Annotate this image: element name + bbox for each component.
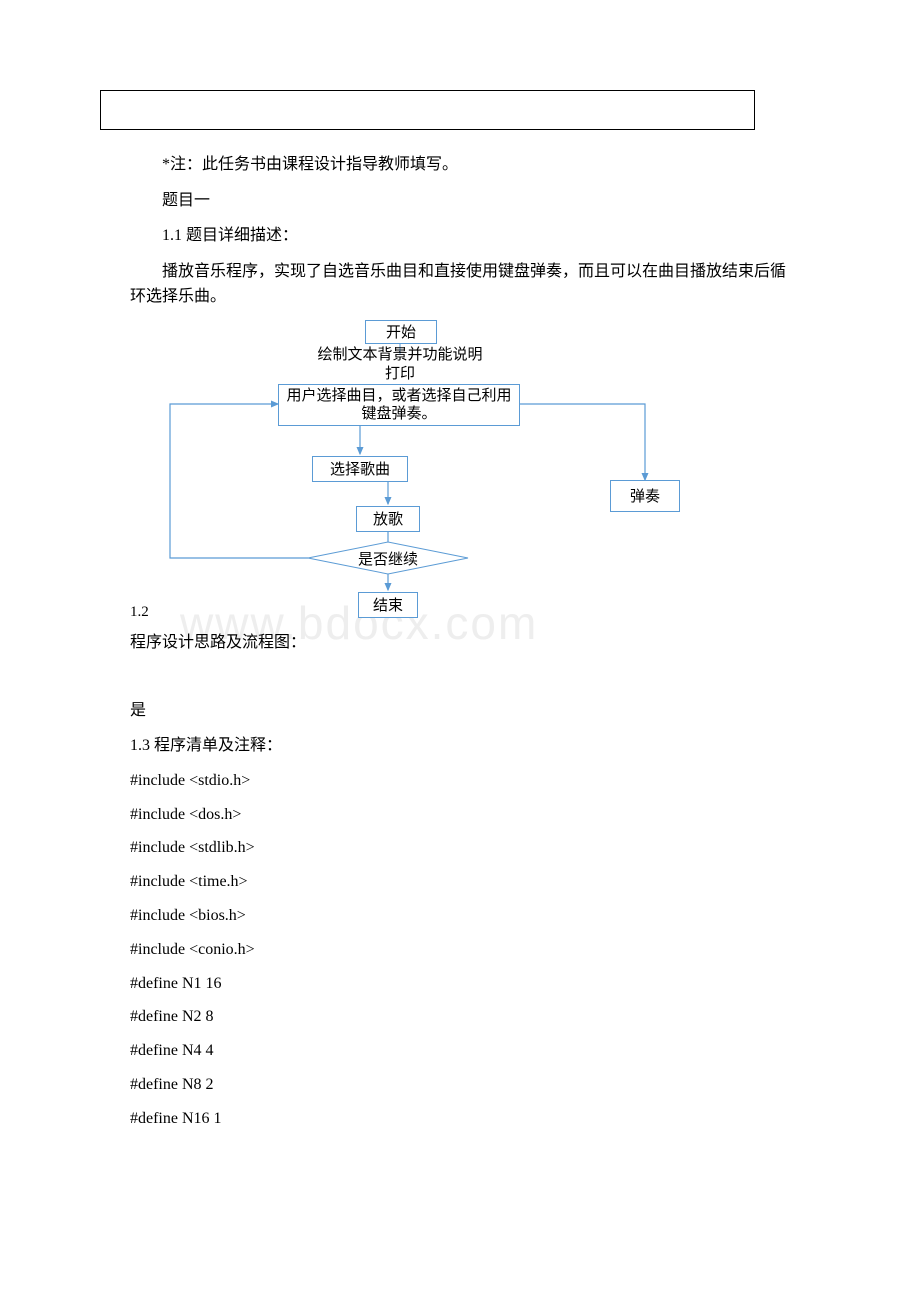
flow-start: 开始 xyxy=(365,320,437,344)
code-line: #define N1 16 xyxy=(130,972,800,997)
document-page: *注：此任务书由课程设计指导教师填写。 题目一 1.1 题目详细描述： 播放音乐… xyxy=(0,0,920,1181)
code-line: #define N2 8 xyxy=(130,1005,800,1030)
empty-header-box xyxy=(100,90,755,130)
flow-select-song: 选择歌曲 xyxy=(312,456,408,482)
section-1-1-body: 播放音乐程序，实现了自选音乐曲目和直接使用键盘弹奏，而且可以在曲目播放结束后循环… xyxy=(130,259,800,310)
code-line: #include <conio.h> xyxy=(130,938,800,963)
section-1-1-title: 1.1 题目详细描述： xyxy=(130,223,800,249)
code-line: #include <time.h> xyxy=(130,870,800,895)
code-line: #include <dos.h> xyxy=(130,803,800,828)
yes-label: 是 xyxy=(130,698,800,724)
code-line: #include <stdlib.h> xyxy=(130,836,800,861)
flow-play-keyboard: 弹奏 xyxy=(610,480,680,512)
code-line: #define N4 4 xyxy=(130,1039,800,1064)
code-line: #include <bios.h> xyxy=(130,904,800,929)
flow-drawbg: 绘制文本背景并功能说明打印 xyxy=(315,346,485,385)
flow-choose: 用户选择曲目，或者选择自己利用键盘弹奏。 xyxy=(278,384,520,426)
code-line: #define N8 2 xyxy=(130,1073,800,1098)
section-1-2-label: 程序设计思路及流程图： xyxy=(130,630,800,656)
section-1-2-num: 1.2 xyxy=(130,604,149,621)
flow-end: 结束 xyxy=(358,592,418,618)
heading-1: 题目一 xyxy=(130,188,800,214)
code-line: #define N16 1 xyxy=(130,1107,800,1132)
flow-play-song: 放歌 xyxy=(356,506,420,532)
code-line: #include <stdio.h> xyxy=(130,769,800,794)
note-line: *注：此任务书由课程设计指导教师填写。 xyxy=(130,152,800,178)
flowchart: 开始 绘制文本背景并功能说明打印 用户选择曲目，或者选择自己利用键盘弹奏。 选择… xyxy=(130,320,800,630)
section-1-3-title: 1.3 程序清单及注释： xyxy=(130,733,800,759)
flow-continue: 是否继续 xyxy=(356,548,420,569)
